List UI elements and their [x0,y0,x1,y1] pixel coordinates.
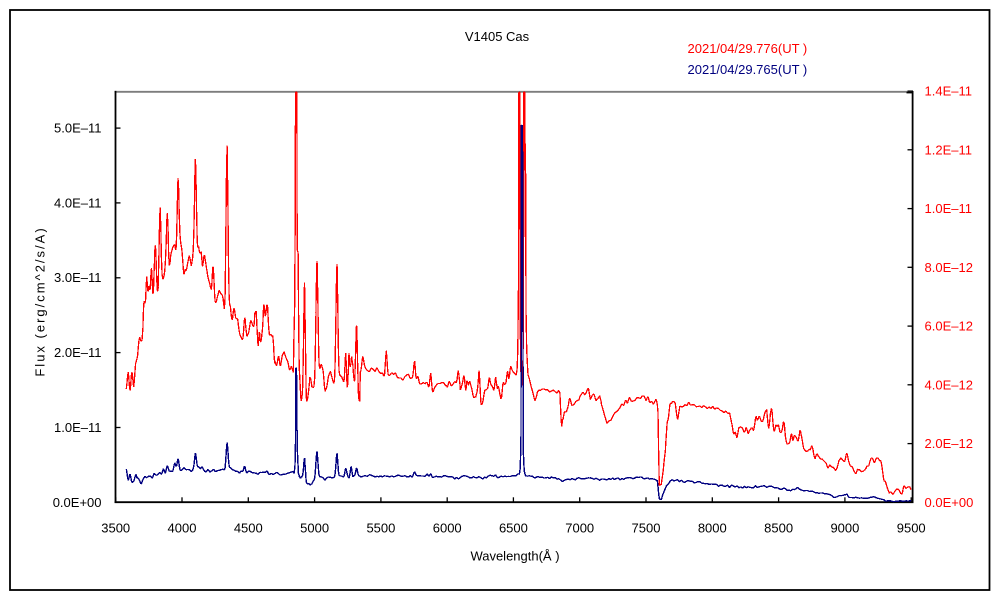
svg-text:5000: 5000 [300,521,329,536]
svg-text:0.0E+00: 0.0E+00 [925,495,974,510]
svg-text:3.0E–11: 3.0E–11 [54,270,101,285]
svg-text:1.0E–11: 1.0E–11 [925,201,972,216]
svg-text:1.4E–11: 1.4E–11 [925,84,972,99]
svg-text:0.0E+00: 0.0E+00 [53,495,102,510]
svg-text:7000: 7000 [565,521,594,536]
svg-text:6500: 6500 [499,521,528,536]
svg-text:2021/04/29.776(UT ): 2021/04/29.776(UT ) [688,41,808,56]
svg-text:4000: 4000 [168,521,197,536]
svg-text:1.0E–11: 1.0E–11 [54,420,101,435]
svg-text:Flux (erg/cm^2/s/A): Flux (erg/cm^2/s/A) [33,226,48,376]
svg-text:1.2E–11: 1.2E–11 [925,142,972,157]
svg-text:2.0E–11: 2.0E–11 [54,345,101,360]
svg-text:3500: 3500 [101,521,130,536]
svg-text:4.0E–11: 4.0E–11 [54,195,101,210]
svg-text:8000: 8000 [698,521,727,536]
svg-text:8500: 8500 [764,521,793,536]
svg-text:5500: 5500 [366,521,395,536]
svg-text:8.0E–12: 8.0E–12 [925,260,973,275]
svg-text:9000: 9000 [830,521,859,536]
svg-text:5.0E–11: 5.0E–11 [54,121,101,136]
svg-text:6.0E–12: 6.0E–12 [925,319,973,334]
svg-text:7500: 7500 [632,521,661,536]
svg-text:Wavelength(Å ): Wavelength(Å ) [470,549,559,564]
svg-text:2021/04/29.765(UT ): 2021/04/29.765(UT ) [688,62,808,77]
svg-text:2.0E–12: 2.0E–12 [925,436,973,451]
svg-text:4.0E–12: 4.0E–12 [925,377,973,392]
svg-text:V1405 Cas: V1405 Cas [465,29,530,44]
svg-text:4500: 4500 [234,521,263,536]
svg-text:9500: 9500 [897,521,926,536]
svg-text:6000: 6000 [433,521,462,536]
